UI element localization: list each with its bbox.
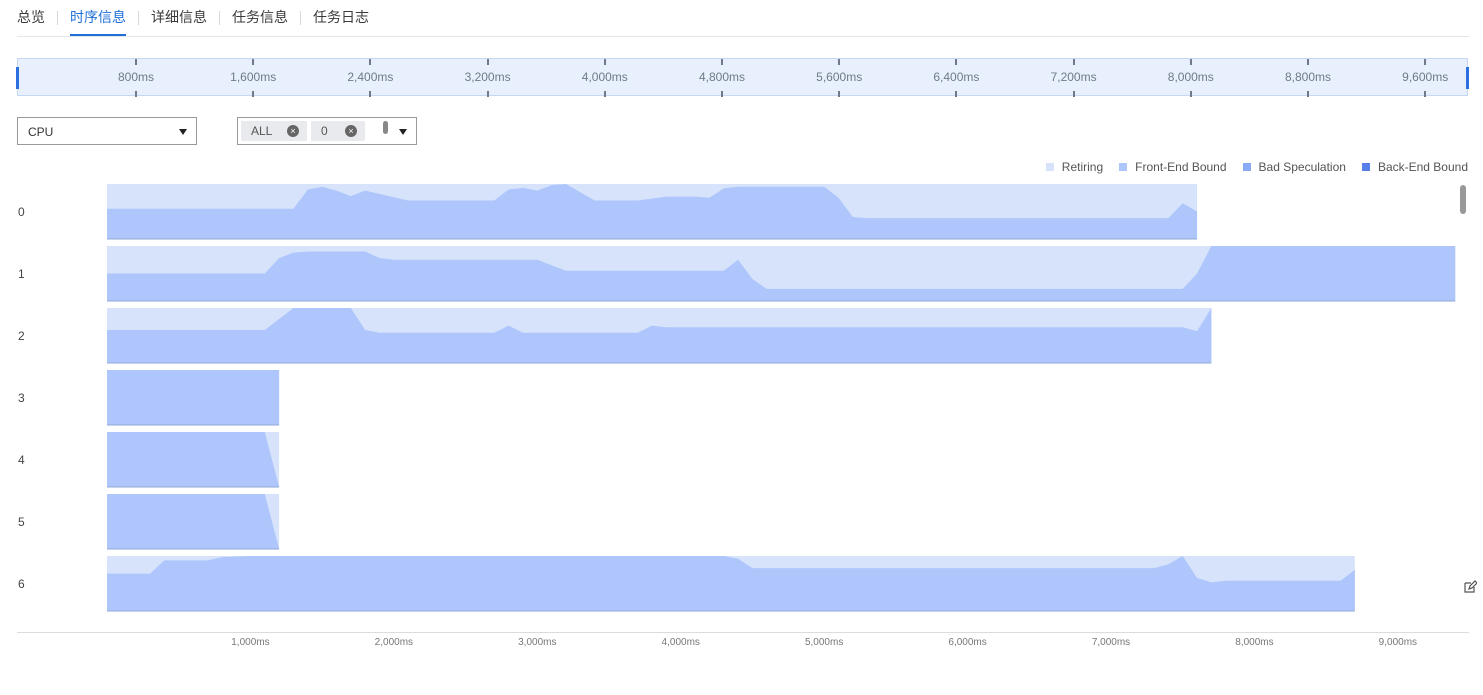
overview-tick [838, 59, 841, 97]
core-row-1[interactable] [107, 246, 1456, 302]
overview-tick-label: 8,000ms [1167, 70, 1214, 84]
tab-separator [300, 11, 301, 25]
core-row-label: 3 [18, 391, 25, 405]
bottom-tick-label: 3,000ms [518, 637, 557, 648]
core-row-2[interactable] [107, 308, 1212, 364]
core-row-label: 4 [18, 453, 25, 467]
overview-tick [1189, 59, 1192, 97]
overview-tick-label: 3,200ms [464, 70, 511, 84]
overview-tick-label: 4,800ms [698, 70, 746, 84]
chevron-down-icon [179, 129, 187, 135]
overview-tick-label: 4,000ms [581, 70, 628, 84]
overview-tick [486, 59, 489, 97]
overview-tick [135, 59, 137, 97]
legend-label: Front-End Bound [1135, 160, 1227, 174]
overview-tick [603, 59, 606, 97]
core-multiselect[interactable]: ALL × 0 × [237, 117, 417, 145]
overview-tick-label: 2,400ms [347, 70, 394, 84]
front-end-bound-area [107, 246, 1456, 301]
overview-tick-label: 9,600ms [1402, 70, 1449, 84]
legend-item[interactable]: Front-End Bound [1119, 160, 1227, 174]
core-chip-label: ALL [251, 124, 273, 138]
overview-tick [1424, 59, 1427, 97]
chip-scrollbar[interactable] [383, 121, 388, 134]
legend-swatch [1242, 163, 1251, 171]
front-end-bound-area [107, 308, 1212, 363]
core-chip: 0 × [311, 121, 365, 141]
core-row-4[interactable] [107, 432, 280, 488]
core-row-6[interactable] [107, 556, 1355, 612]
tab-separator [138, 11, 139, 25]
legend-swatch [1119, 163, 1128, 171]
range-handle-right[interactable] [1466, 67, 1469, 89]
tab-bar: 总览 时序信息 详细信息 任务信息 任务日志 [17, 0, 381, 36]
front-end-bound-area [107, 494, 280, 549]
core-row-label: 1 [18, 267, 25, 281]
type-select[interactable]: CPU [17, 117, 197, 145]
tab-1[interactable]: 时序信息 [58, 0, 138, 36]
front-end-bound-area [107, 556, 1355, 611]
bottom-tick-label: 4,000ms [661, 637, 700, 648]
legend-swatch [1045, 163, 1054, 171]
front-end-bound-area [107, 184, 1198, 239]
overview-tick [955, 59, 958, 97]
vertical-scrollbar[interactable] [1460, 185, 1466, 214]
legend-label: Bad Speculation [1258, 160, 1346, 174]
chart-legend: Retiring Front-End Bound Bad Speculation Ba… [1030, 160, 1468, 174]
overview-tick-label: 1,600ms [230, 70, 277, 84]
close-icon[interactable]: × [287, 125, 299, 137]
bottom-tick-label: 7,000ms [1091, 637, 1131, 648]
bottom-tick-label: 1,000ms [231, 637, 270, 648]
core-row-label: 5 [18, 515, 25, 529]
core-row-label: 0 [18, 205, 25, 219]
legend-swatch [1361, 163, 1370, 171]
edit-icon[interactable] [1463, 580, 1477, 594]
overview-timeline[interactable]: 800ms 1,600ms 2,400ms 3,200ms 4,000ms 4,800ms… [16, 58, 1469, 97]
tab-2[interactable]: 详细信息 [151, 9, 207, 25]
overview-tick-label: 5,600ms [816, 70, 863, 84]
close-icon[interactable]: × [345, 125, 357, 137]
type-select-value: CPU [28, 125, 54, 139]
core-row-label: 6 [18, 577, 25, 591]
range-handle-left[interactable] [16, 67, 19, 89]
overview-tick-label: 7,200ms [1050, 70, 1097, 84]
front-end-bound-area [107, 432, 280, 487]
bottom-tick-label: 8,000ms [1235, 637, 1274, 648]
core-row-label: 2 [18, 329, 25, 343]
legend-item[interactable]: Bad Speculation [1242, 160, 1346, 174]
chevron-down-icon [399, 129, 407, 135]
tab-separator [57, 11, 58, 25]
core-row-0[interactable] [107, 184, 1198, 240]
overview-tick [369, 59, 372, 97]
tab-3[interactable]: 任务信息 [232, 9, 288, 25]
front-end-bound-area [107, 370, 280, 425]
overview-tick [252, 59, 255, 97]
bottom-tick-label: 9,000ms [1378, 637, 1418, 648]
legend-label: Back-End Bound [1377, 160, 1468, 174]
core-chip-label: 0 [321, 124, 328, 138]
core-row-3[interactable] [107, 370, 280, 426]
overview-tick [1307, 59, 1309, 97]
overview-tick [721, 59, 723, 97]
legend-label: Retiring [1061, 160, 1104, 174]
overview-tick [1072, 59, 1075, 97]
tab-bar-divider [17, 36, 1469, 37]
overview-tick-label: 800ms [117, 70, 155, 84]
tab-separator [219, 11, 220, 25]
overview-tick-label: 8,800ms [1284, 70, 1332, 84]
tab-0[interactable]: 总览 [17, 9, 45, 25]
bottom-tick-label: 5,000ms [804, 637, 844, 648]
core-chip: ALL × [241, 121, 307, 141]
legend-item[interactable]: Back-End Bound [1361, 160, 1468, 174]
bottom-axis [17, 632, 1469, 633]
tab-4[interactable]: 任务日志 [313, 9, 369, 25]
bottom-tick-label: 6,000ms [948, 637, 987, 648]
legend-item[interactable]: Retiring [1045, 160, 1104, 174]
overview-tick-label: 6,400ms [933, 70, 980, 84]
bottom-tick-label: 2,000ms [374, 637, 414, 648]
core-row-5[interactable] [107, 494, 280, 550]
